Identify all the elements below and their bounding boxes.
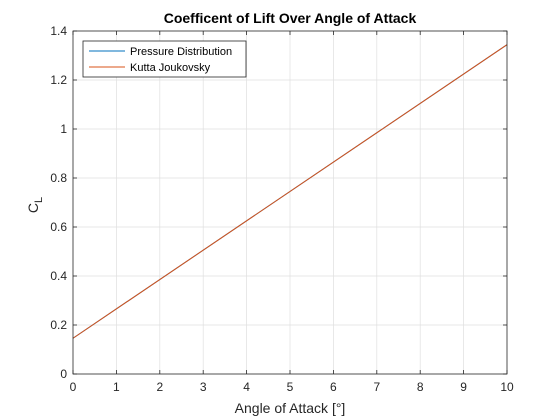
y-tick-label: 0.6 [50, 220, 67, 234]
x-axis-label: Angle of Attack [°] [235, 400, 346, 416]
legend-box [82, 40, 247, 78]
legend-entry-pressure-distribution: Pressure Distribution [130, 46, 232, 58]
y-axis-label: CL [25, 197, 45, 213]
x-tick-label: 1 [113, 380, 120, 394]
legend: Pressure Distribution Kutta Joukovsky [82, 40, 247, 78]
x-tick-label: 4 [243, 380, 250, 394]
x-tick-label: 8 [417, 380, 424, 394]
x-tick-label: 6 [330, 380, 337, 394]
legend-entry-kutta-joukovsky: Kutta Joukovsky [130, 62, 211, 74]
y-tick-label: 1.4 [50, 24, 67, 38]
x-tick-label: 0 [70, 380, 77, 394]
y-tick-label: 0.2 [50, 318, 67, 332]
svg-text:CL: CL [25, 197, 45, 213]
x-tick-label: 3 [200, 380, 207, 394]
y-axis-label-main: C [25, 203, 41, 213]
chart-title: Coefficent of Lift Over Angle of Attack [164, 10, 417, 26]
x-tick-label: 9 [460, 380, 467, 394]
y-tick-label: 1.2 [50, 73, 67, 87]
x-tick-label: 7 [373, 380, 380, 394]
y-tick-label: 0 [60, 367, 67, 381]
y-tick-label: 1 [60, 122, 67, 136]
series-line-kutta-joukovsky [72, 44, 508, 339]
ticks: 0 1 2 3 4 5 6 7 8 9 10 0 0.2 0.4 0.6 0.8 1 1.2 1.4 [50, 24, 514, 394]
series-layer [72, 44, 508, 339]
y-tick-label: 0.8 [50, 171, 67, 185]
x-tick-label: 5 [287, 380, 294, 394]
y-axis-label-sub: L [33, 197, 45, 203]
x-tick-label: 2 [156, 380, 163, 394]
y-tick-label: 0.4 [50, 269, 67, 283]
x-tick-label: 10 [500, 380, 514, 394]
grid [73, 31, 507, 374]
